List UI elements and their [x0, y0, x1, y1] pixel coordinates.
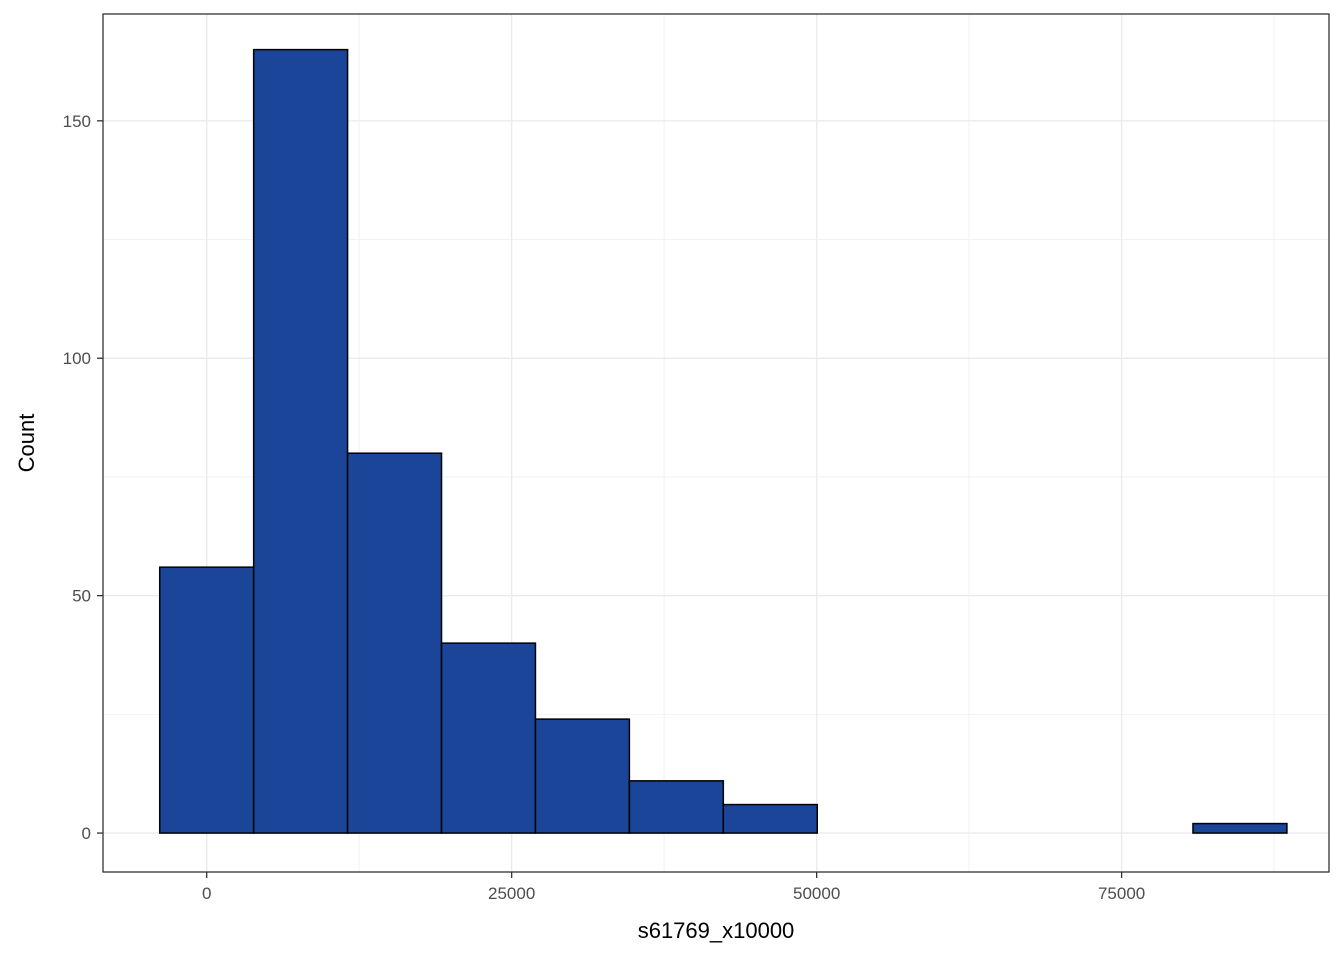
x-axis-ticks: 0 25000 50000 75000	[202, 872, 1145, 903]
histogram-bar	[534, 718, 631, 834]
y-tick-label: 50	[72, 587, 91, 606]
x-tick-label: 50000	[793, 884, 840, 903]
x-axis-title: s61769_x10000	[638, 918, 795, 943]
y-tick-label: 150	[63, 112, 91, 131]
y-tick-label: 100	[63, 349, 91, 368]
plot-border	[102, 13, 1330, 873]
histogram-bar	[346, 452, 443, 834]
bars	[158, 48, 1288, 834]
y-axis-ticks: 0 50 100 150	[63, 112, 103, 843]
x-tick-label: 25000	[488, 884, 535, 903]
histogram-bar	[1192, 822, 1288, 834]
y-axis-title: Count	[14, 414, 39, 473]
histogram-bar	[158, 566, 255, 834]
histogram-bar	[252, 48, 349, 834]
x-tick-label: 75000	[1098, 884, 1145, 903]
y-tick-label: 0	[82, 824, 91, 843]
histogram-bar	[440, 642, 537, 834]
x-tick-label: 0	[202, 884, 211, 903]
histogram-bar	[722, 803, 819, 834]
grid	[103, 14, 1329, 872]
histogram-bar	[628, 780, 725, 834]
